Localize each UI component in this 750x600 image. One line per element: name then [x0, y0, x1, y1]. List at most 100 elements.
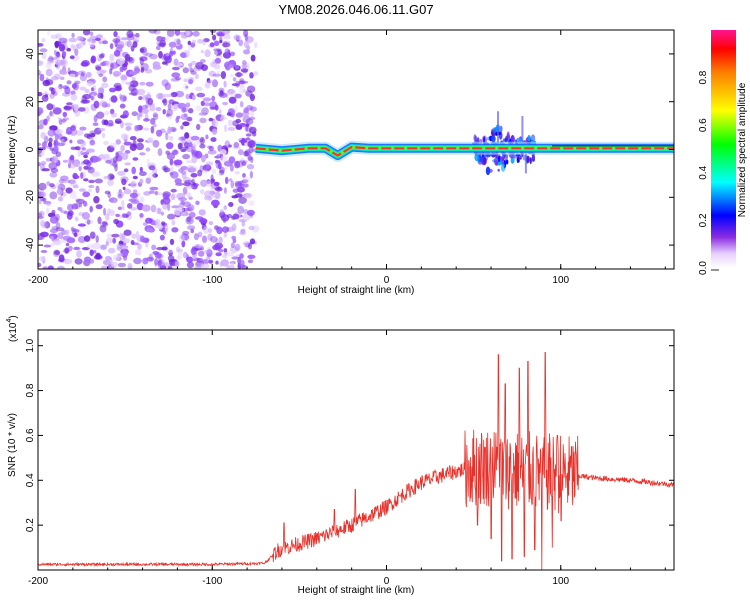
- noise-blob: [55, 222, 61, 230]
- noise-blob: [41, 141, 47, 149]
- noise-blob: [47, 31, 51, 36]
- noise-blob: [119, 214, 123, 218]
- noise-blob: [79, 86, 87, 91]
- noise-blob: [242, 176, 251, 183]
- noise-blob: [74, 80, 81, 85]
- noise-blob: [241, 161, 247, 166]
- chart-title: YM08.2026.046.06.11.G07: [278, 2, 433, 17]
- noise-blob: [220, 259, 230, 267]
- x-tick-label: 0: [384, 275, 390, 286]
- noise-blob: [73, 103, 79, 111]
- noise-blob: [50, 87, 56, 95]
- x-tick-label: -100: [202, 275, 222, 286]
- noise-blob: [87, 166, 93, 170]
- noise-blob: [188, 211, 196, 218]
- noise-blob: [69, 55, 75, 60]
- noise-blob: [157, 148, 163, 157]
- noise-blob: [169, 171, 174, 176]
- noise-blob: [201, 154, 206, 163]
- noise-blob: [100, 62, 106, 67]
- noise-blob: [54, 250, 60, 256]
- noise-blob: [228, 96, 237, 104]
- noise-blob: [48, 141, 53, 148]
- noise-blob: [97, 58, 102, 62]
- noise-blob: [239, 101, 244, 108]
- noise-blob: [47, 129, 56, 137]
- noise-blob: [190, 247, 197, 255]
- colorbar-tick-label: 0.6: [698, 118, 709, 132]
- noise-blob: [186, 160, 194, 164]
- noise-blob: [46, 115, 50, 122]
- noise-blob: [208, 259, 214, 264]
- noise-blob: [74, 146, 81, 151]
- noise-blob: [145, 217, 153, 224]
- noise-blob: [115, 139, 122, 145]
- noise-blob: [90, 94, 96, 102]
- noise-blob: [63, 105, 72, 110]
- noise-blob: [131, 242, 140, 246]
- noise-blob: [216, 70, 221, 75]
- noise-blob: [43, 118, 48, 126]
- noise-blob: [206, 179, 211, 185]
- noise-blob: [80, 172, 84, 180]
- noise-blob: [123, 229, 132, 236]
- noise-blob: [202, 235, 207, 243]
- noise-blob: [122, 110, 129, 118]
- noise-blob: [173, 58, 179, 66]
- noise-blob: [167, 103, 172, 111]
- noise-blob: [185, 50, 190, 58]
- noise-blob: [239, 83, 245, 89]
- noise-blob: [250, 110, 255, 118]
- noise-blob: [237, 205, 245, 214]
- noise-blob: [161, 99, 167, 104]
- noise-blob: [60, 175, 69, 181]
- snr-scale-suffix: ): [8, 315, 19, 318]
- noise-blob: [38, 212, 43, 217]
- noise-blob: [61, 118, 67, 123]
- noise-blob: [206, 249, 213, 257]
- noise-blob: [139, 213, 144, 218]
- noise-blob: [66, 47, 71, 52]
- noise-blob: [88, 40, 95, 48]
- noise-blob: [169, 262, 174, 266]
- noise-blob: [48, 162, 58, 170]
- noise-blob: [197, 231, 203, 238]
- noise-blob: [65, 187, 73, 194]
- noise-blob: [102, 259, 111, 266]
- disturbance-blob: [513, 155, 518, 159]
- noise-blob: [62, 235, 72, 241]
- noise-blob: [83, 133, 91, 138]
- snr-scale-label: (x104): [6, 315, 19, 342]
- noise-blob: [223, 61, 233, 69]
- noise-blob: [72, 185, 79, 189]
- noise-blob: [166, 152, 175, 160]
- noise-blob: [101, 40, 109, 45]
- noise-blob: [83, 151, 90, 155]
- noise-blob: [78, 211, 85, 217]
- noise-blob: [96, 111, 105, 119]
- noise-blob: [110, 95, 118, 103]
- noise-blob: [39, 48, 48, 53]
- x-tick-label: -200: [28, 275, 48, 286]
- noise-blob: [165, 249, 174, 254]
- noise-blob: [112, 237, 116, 244]
- noise-blob: [134, 125, 140, 132]
- noise-blob: [129, 80, 139, 88]
- noise-blob: [180, 200, 185, 205]
- noise-blob: [194, 150, 203, 159]
- spectrogram-ylabel: Frequency (Hz): [7, 116, 18, 185]
- noise-blob: [77, 223, 86, 227]
- noise-blob: [106, 145, 115, 153]
- noise-blob: [53, 49, 57, 56]
- noise-blob: [182, 146, 189, 150]
- noise-blob: [178, 235, 185, 243]
- noise-blob: [198, 209, 206, 216]
- noise-blob: [191, 178, 195, 184]
- noise-blob: [182, 121, 190, 127]
- noise-blob: [155, 207, 163, 215]
- noise-blob: [101, 132, 106, 138]
- noise-blob: [173, 159, 183, 166]
- disturbance-blob: [505, 159, 509, 165]
- noise-blob: [120, 120, 124, 129]
- noise-blob: [58, 207, 63, 212]
